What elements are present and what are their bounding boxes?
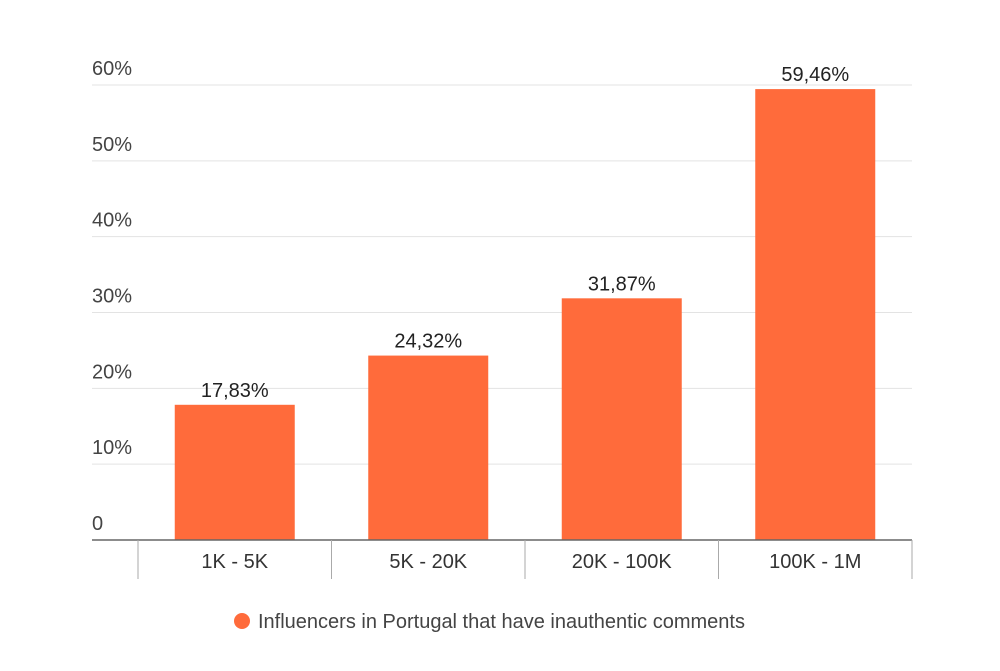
y-tick-label: 50% — [92, 134, 132, 156]
bar — [368, 355, 489, 540]
y-tick-label: 30% — [92, 286, 132, 308]
x-tick-label: 5K - 20K — [389, 551, 467, 573]
y-tick-label: 20% — [92, 361, 132, 383]
bar-value-label: 31,87% — [588, 273, 656, 295]
y-tick-label: 0 — [92, 513, 103, 535]
y-tick-label: 40% — [92, 210, 132, 232]
x-tick-label: 20K - 100K — [572, 551, 673, 573]
bar — [174, 404, 295, 540]
x-tick-label: 100K - 1M — [769, 551, 861, 573]
y-axis-ticks: 0 10% 20% 30% 40% 50% 60% — [92, 58, 132, 535]
bars: 17,83% 24,32% 31,87% 59,46% — [174, 64, 876, 540]
bar — [755, 89, 876, 540]
x-axis: 1K - 5K 5K - 20K 20K - 100K 100K - 1M — [92, 539, 913, 579]
bar-value-label: 24,32% — [394, 331, 462, 353]
bar-value-label: 17,83% — [201, 380, 269, 402]
x-tick-label: 1K - 5K — [201, 551, 268, 573]
y-tick-label: 10% — [92, 437, 132, 459]
legend-swatch — [234, 613, 250, 629]
legend-label: Influencers in Portugal that have inauth… — [258, 611, 745, 633]
bar-value-label: 59,46% — [781, 64, 849, 86]
y-tick-label: 60% — [92, 58, 132, 80]
legend: Influencers in Portugal that have inauth… — [234, 611, 745, 633]
bar — [561, 298, 682, 540]
